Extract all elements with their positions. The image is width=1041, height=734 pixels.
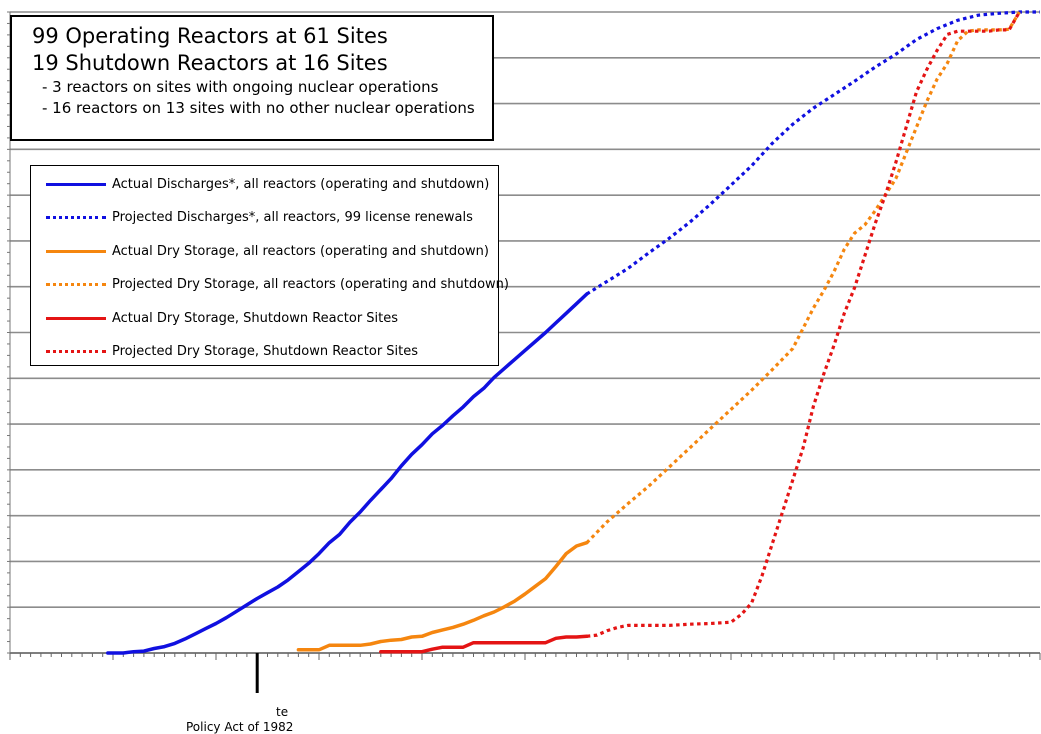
series-layer: [106, 10, 1040, 655]
legend-swatch: [46, 283, 106, 286]
info-line-operating: 99 Operating Reactors at 61 Sites: [32, 24, 388, 48]
info-box: 99 Operating Reactors at 61 Sites 19 Shu…: [10, 15, 494, 141]
series-line-1: [106, 292, 589, 655]
series-line-3: [296, 540, 589, 652]
legend-item: Actual Discharges*, all reactors (operat…: [31, 174, 489, 194]
annotation-te: te: [276, 705, 289, 719]
legend-item: Projected Dry Storage, Shutdown Reactor …: [31, 342, 418, 362]
legend-swatch: [46, 216, 106, 219]
legend-swatch: [46, 249, 106, 253]
legend: Actual Discharges*, all reactors (operat…: [30, 165, 509, 366]
legend-swatch: [46, 182, 106, 186]
info-line-ongoing: - 3 reactors on sites with ongoing nucle…: [42, 78, 439, 96]
series-line-4: [585, 11, 1021, 544]
legend-label: Actual Discharges*, all reactors (operat…: [112, 176, 490, 192]
legend-label: Projected Discharges*, all reactors, 99 …: [112, 210, 473, 225]
legend-label: Actual Dry Storage, Shutdown Reactor Sit…: [112, 310, 399, 326]
info-line-no-other: - 16 reactors on 13 sites with no other …: [42, 99, 475, 117]
legend-item: Actual Dry Storage, Shutdown Reactor Sit…: [31, 308, 398, 328]
legend-item: Projected Discharges*, all reactors, 99 …: [31, 208, 473, 228]
legend-item: Actual Dry Storage, all reactors (operat…: [31, 241, 489, 261]
info-line-shutdown: 19 Shutdown Reactors at 16 Sites: [32, 51, 388, 75]
annotation-policy-act: Policy Act of 1982: [186, 720, 294, 734]
legend-swatch: [46, 350, 106, 353]
legend-label: Projected Dry Storage, Shutdown Reactor …: [112, 344, 419, 359]
legend-item: Projected Dry Storage, all reactors (ope…: [31, 275, 509, 295]
series-line-6: [586, 11, 1021, 638]
legend-label: Actual Dry Storage, all reactors (operat…: [112, 243, 489, 259]
legend-label: Projected Dry Storage, all reactors (ope…: [112, 277, 509, 292]
series-line-2: [585, 10, 1040, 296]
series-line-5: [379, 634, 589, 654]
legend-swatch: [46, 316, 106, 320]
x-axis: [7, 11, 1041, 660]
